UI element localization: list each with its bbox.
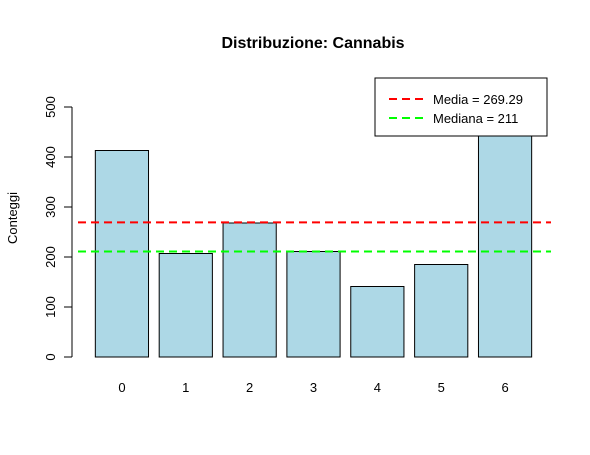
bar-2 [222, 222, 277, 358]
x-tick-label: 4 [374, 380, 381, 395]
legend-label: Media = 269.29 [433, 92, 523, 107]
y-tick-label: 0 [43, 353, 58, 360]
plot-area [78, 126, 551, 358]
x-tick-label: 5 [438, 380, 445, 395]
y-tick-label: 400 [43, 146, 58, 168]
y-axis: 0 100 200 300 400 500 [43, 96, 73, 361]
x-tick-label: 1 [182, 380, 189, 395]
chart-title: Distribuzione: Cannabis [221, 35, 404, 52]
y-tick-label: 200 [43, 246, 58, 268]
bar-0 [94, 150, 150, 358]
bar-4 [350, 286, 405, 358]
bar-5 [414, 264, 469, 358]
y-axis-label: Conteggi [5, 192, 20, 244]
bar-1 [158, 253, 213, 358]
y-tick-label: 500 [43, 96, 58, 118]
x-tick-label: 0 [118, 380, 125, 395]
x-tick-label: 2 [246, 380, 253, 395]
bar-6 [477, 126, 533, 358]
x-axis: 0 1 2 3 4 5 6 [118, 380, 508, 395]
legend-box [374, 77, 548, 137]
legend: Media = 269.29 Mediana = 211 [374, 77, 548, 137]
bar-3 [286, 251, 341, 358]
y-tick-label: 300 [43, 196, 58, 218]
x-tick-label: 6 [501, 380, 508, 395]
legend-label: Mediana = 211 [433, 111, 518, 126]
x-tick-label: 3 [310, 380, 317, 395]
y-tick-label: 100 [43, 296, 58, 318]
